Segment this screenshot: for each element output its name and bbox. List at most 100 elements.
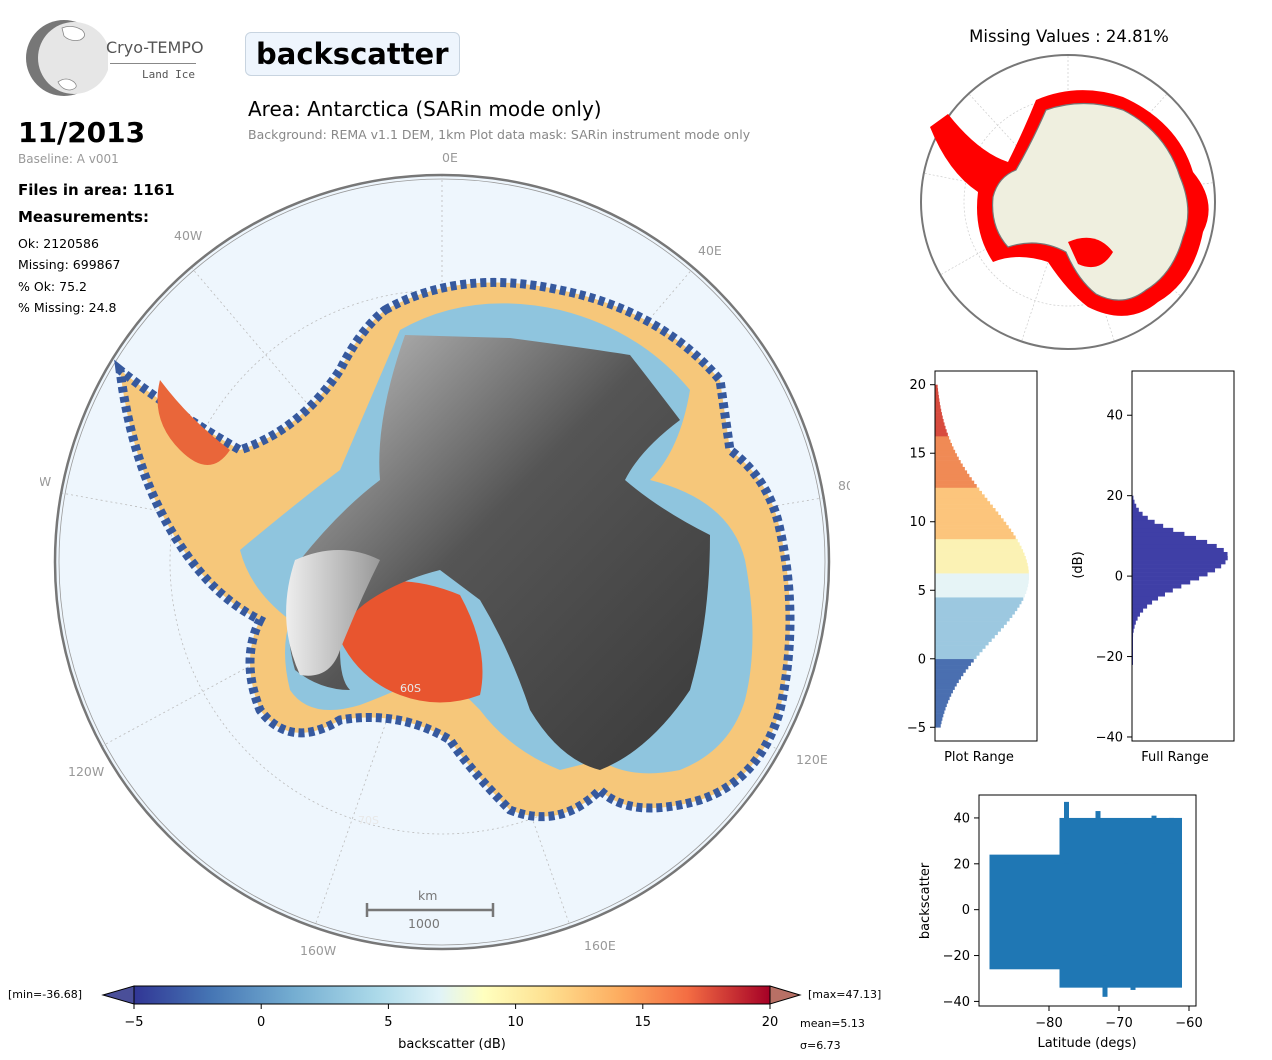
hist-bar — [935, 391, 939, 396]
hist-bar — [935, 463, 963, 468]
hist-bar — [935, 525, 1009, 529]
antarctica-map: km 1000 0E 40E 80E 120E 160E 160W 120W 8… — [40, 150, 850, 958]
colorbar-tick-label: −5 — [124, 1015, 143, 1030]
hist-bar — [935, 658, 974, 663]
hist-bar — [935, 631, 998, 636]
hist-bar — [935, 449, 956, 454]
hist-bar — [935, 693, 952, 697]
lon-label-40w: 40W — [174, 228, 202, 243]
hist-bar — [935, 720, 942, 725]
hist-bar — [1132, 608, 1144, 613]
hist-bar — [935, 610, 1015, 615]
hist-bar — [935, 494, 985, 499]
hist-bar — [1132, 568, 1216, 573]
map-lat-labels: 60S 70S — [358, 682, 421, 827]
hist-bar — [1132, 511, 1143, 517]
stat-ok: Ok: 2120586 — [18, 236, 99, 251]
lon-label-80e: 80E — [838, 478, 850, 493]
hist-bar — [1132, 531, 1185, 537]
scatter-ytick-label: −40 — [943, 995, 970, 1010]
hist-bar — [935, 689, 953, 694]
hist-bar — [1132, 620, 1136, 625]
hist-bar — [935, 573, 1029, 577]
colorbar-max-extend — [769, 985, 802, 1005]
hist-bar — [935, 429, 947, 433]
colorbar-label: backscatter (dB) — [398, 1037, 506, 1052]
baseline-label: Baseline: A v001 — [18, 152, 119, 166]
hist-bar — [935, 415, 943, 420]
scalebar-unit: km — [418, 888, 437, 903]
hist-bar — [935, 679, 959, 684]
parameter-title: backscatter — [245, 32, 460, 76]
scatter-ytick-label: 20 — [953, 857, 970, 872]
hist-bar — [935, 418, 944, 423]
hist-bar — [935, 532, 1014, 536]
lon-label-160w: 160W — [300, 943, 336, 958]
hist-bar — [935, 641, 989, 646]
hist-tick-label: 15 — [909, 447, 926, 462]
hist-bar — [935, 696, 950, 701]
hist-bar — [935, 579, 1029, 584]
hist-bar — [935, 480, 975, 485]
hist-bar — [935, 669, 966, 673]
hist-bar — [1132, 628, 1134, 633]
scatter-ytick-label: −20 — [943, 949, 970, 964]
scatter-point-spike — [1130, 955, 1136, 990]
colorbar-gradient — [133, 985, 771, 1005]
hist-bar — [935, 538, 1018, 543]
hist-bar — [935, 408, 942, 413]
date-label: 11/2013 — [18, 116, 146, 149]
hist-bar — [935, 432, 948, 437]
missing-values-map — [920, 54, 1216, 350]
hist-bar — [935, 545, 1022, 550]
scatter-frame — [978, 794, 1197, 1007]
scatter-ytick-label: 0 — [962, 903, 970, 918]
stat-missing: Missing: 699867 — [18, 257, 121, 272]
lon-label-40e: 40E — [698, 243, 722, 258]
hist-bar — [1132, 584, 1182, 589]
hist-bar — [935, 603, 1020, 608]
hist-bar — [935, 645, 986, 649]
hist-bar — [935, 460, 961, 464]
hist-bar — [935, 514, 1001, 519]
scatter-ytick-label: 40 — [953, 811, 970, 826]
hist-bar — [935, 405, 941, 409]
hist-bar — [1132, 503, 1137, 509]
full-range-ylabel: (dB) — [1071, 551, 1086, 578]
hist-bar — [935, 699, 949, 704]
scatter-xtick-label: −60 — [1175, 1016, 1202, 1031]
hist-bar — [1132, 539, 1208, 545]
lat-label-60s: 60S — [400, 682, 421, 695]
full-range-xlabel: Full Range — [1141, 750, 1209, 765]
hist-bar — [935, 477, 972, 481]
stat-pct-missing: % Missing: 24.8 — [18, 300, 117, 315]
hist-bar — [1132, 547, 1224, 553]
hist-bar — [935, 552, 1025, 557]
inset-land — [991, 102, 1189, 301]
hist-bar — [1132, 535, 1197, 541]
scatter-point-spike — [1151, 815, 1157, 864]
area-title: Area: Antarctica (SARin mode only) — [248, 97, 602, 121]
lon-label-0e: 0E — [442, 150, 458, 165]
hist-bar — [935, 682, 957, 687]
hist-bar — [935, 487, 980, 492]
logo-rule — [110, 63, 196, 64]
hist-tick-label: −5 — [907, 721, 926, 736]
hist-bar — [935, 566, 1029, 571]
hist-bar — [1132, 527, 1174, 533]
files-in-area: Files in area: 1161 — [18, 181, 175, 199]
scatter-point-spike — [1123, 822, 1129, 864]
hist-bar — [935, 442, 952, 447]
hist-bar — [935, 398, 940, 403]
hist-bar — [935, 511, 999, 516]
hist-bar — [1132, 588, 1173, 593]
hist-bar — [1132, 543, 1217, 549]
hist-bar — [935, 556, 1026, 560]
hist-bar — [1132, 580, 1191, 585]
hist-bar — [935, 518, 1004, 523]
hist-bar — [935, 453, 957, 457]
logo-name: Cryo-TEMPO — [106, 38, 204, 57]
colorbar-tick-label: 15 — [635, 1015, 652, 1030]
hist-bar — [1132, 612, 1140, 617]
hist-bar — [1132, 495, 1134, 500]
